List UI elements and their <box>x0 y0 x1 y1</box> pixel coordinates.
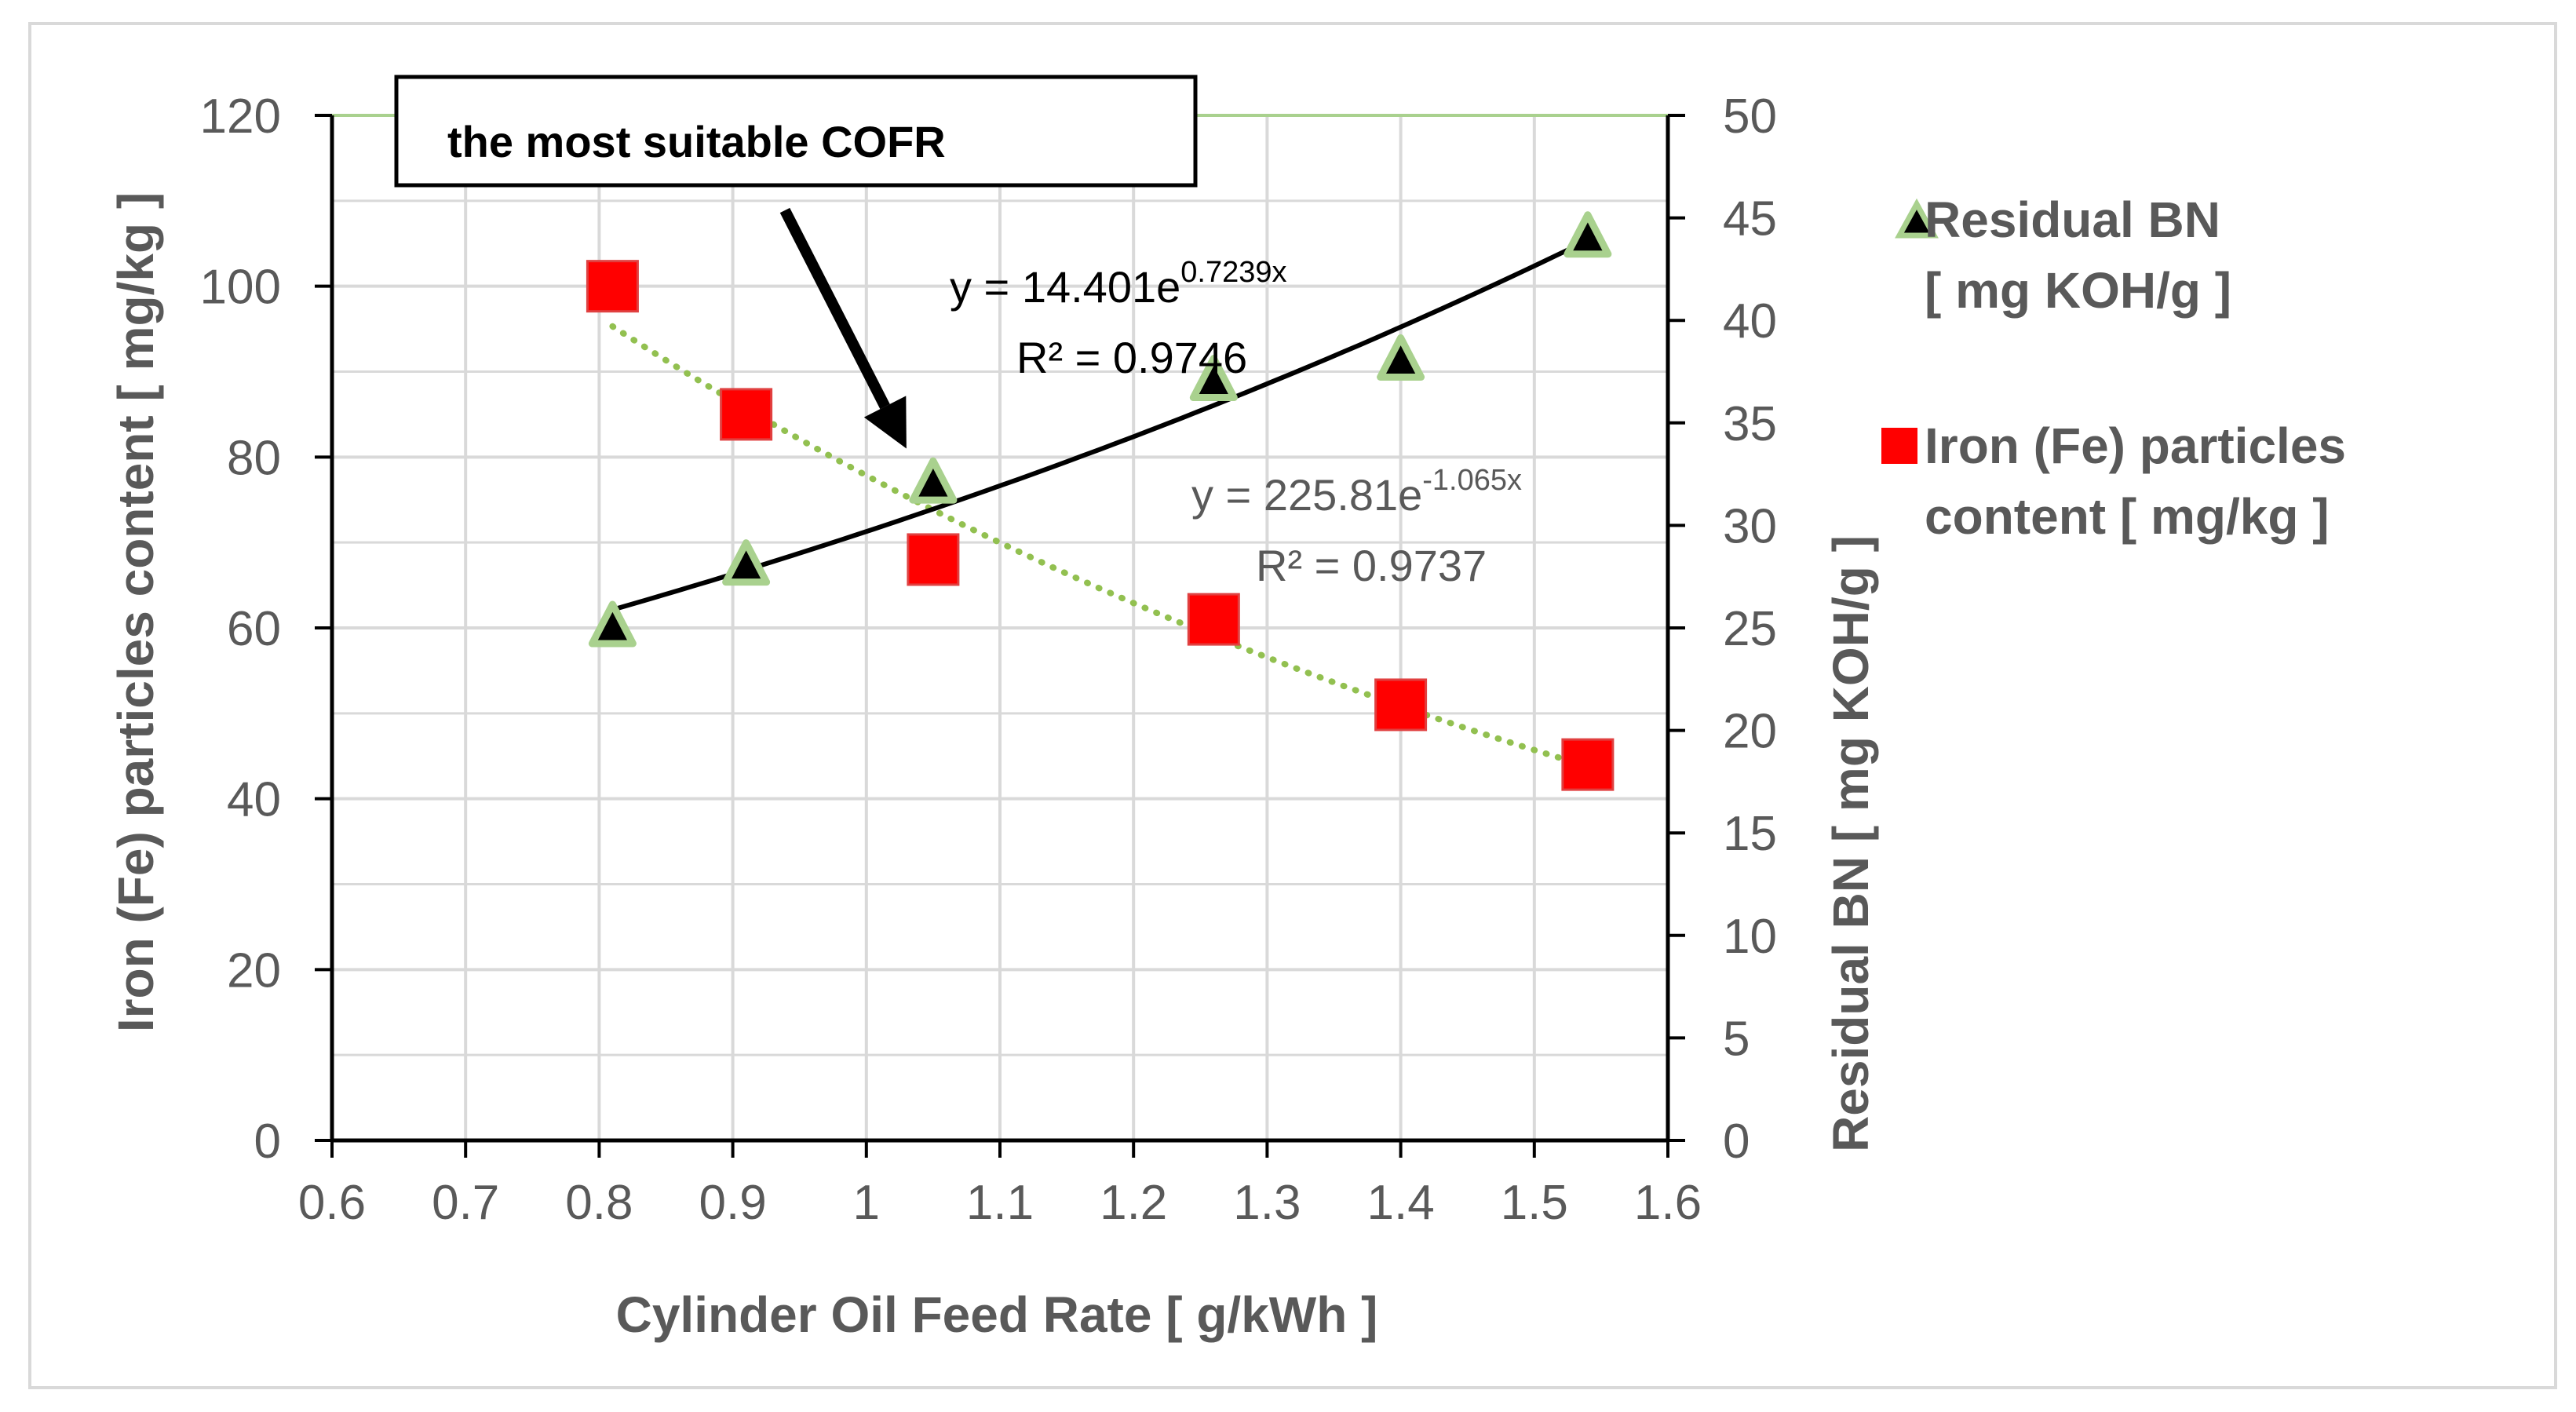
fe-trend-equation-exponent: -1.065x <box>1422 464 1522 497</box>
y-axis-left-title: Iron (Fe) particles content [ mg/kg ] <box>108 192 164 1032</box>
y-left-tick-label: 80 <box>227 431 281 485</box>
legend-fe-label-line1: Iron (Fe) particles <box>1925 418 2346 474</box>
legend-bn-label-line2: [ mg KOH/g ] <box>1925 262 2231 319</box>
y-left-tick-label: 40 <box>227 773 281 827</box>
legend-bn-marker-icon <box>1895 198 1939 239</box>
y-right-tick-label: 50 <box>1723 89 1777 144</box>
y-right-tick-label: 40 <box>1723 294 1777 348</box>
x-tick-label: 1.1 <box>966 1176 1034 1230</box>
fe-marker <box>907 533 960 586</box>
bn-marker <box>1563 211 1612 258</box>
fe-marker <box>1561 738 1615 791</box>
bn-trend-equation: y = 14.401e0.7239x <box>950 256 1286 312</box>
bn-trend-equation-exponent: 0.7239x <box>1180 256 1286 289</box>
x-tick-label: 1.3 <box>1233 1176 1301 1230</box>
x-axis-title: Cylinder Oil Feed Rate [ g/kWh ] <box>616 1286 1378 1343</box>
legend: Residual BN [ mg KOH/g ] Iron (Fe) parti… <box>1881 192 2346 545</box>
x-tick-label: 1.4 <box>1366 1176 1434 1230</box>
data-markers <box>586 211 1615 791</box>
fe-trend-equation: y = 225.81e-1.065x <box>1191 464 1522 520</box>
bn-trend-r2: R² = 0.9746 <box>1016 333 1247 382</box>
fe-marker <box>720 388 773 441</box>
x-tick-label: 0.6 <box>298 1176 366 1230</box>
y-left-tick-label: 100 <box>200 261 281 315</box>
annotation-arrow-head <box>863 396 907 449</box>
y-left-tick-label: 60 <box>227 602 281 656</box>
bn-marker <box>588 600 637 648</box>
chart-frame <box>28 22 2557 1389</box>
fe-marker <box>1187 593 1240 646</box>
y-right-tick-label: 5 <box>1723 1012 1750 1066</box>
x-tick-label: 1.6 <box>1634 1176 1702 1230</box>
axes: 0.6 0.7 0.8 0.9 1 1.1 1.2 1.3 1.4 1.5 1.6 0 20 40 60 80… <box>200 89 1777 1230</box>
annotation-box <box>394 75 1198 188</box>
y-right-tick-label: 20 <box>1723 705 1777 759</box>
y-right-tick-label: 30 <box>1723 499 1777 553</box>
x-tick-label: 0.7 <box>432 1176 499 1230</box>
x-tick-label: 1 <box>853 1176 880 1230</box>
y-right-tick-label: 0 <box>1723 1115 1750 1169</box>
x-tick-label: 1.2 <box>1100 1176 1167 1230</box>
y-right-tick-label: 10 <box>1723 910 1777 964</box>
legend-bn-label-line1: Residual BN <box>1925 192 2220 248</box>
fe-trend-r2: R² = 0.9737 <box>1256 541 1487 590</box>
bn-trend-equation-base: y = 14.401e <box>950 262 1180 312</box>
y-left-tick-label: 120 <box>200 89 281 144</box>
y-right-tick-label: 25 <box>1723 602 1777 656</box>
annotation-callout: the most suitable COFR <box>394 75 1198 449</box>
legend-fe-label-line2: content [ mg/kg ] <box>1925 488 2330 545</box>
legend-fe-marker-icon <box>1881 428 1917 464</box>
legend-item-fe: Iron (Fe) particles content [ mg/kg ] <box>1881 418 2346 545</box>
fe-marker <box>1374 678 1428 732</box>
x-tick-label: 0.8 <box>565 1176 633 1230</box>
bn-trendline <box>611 238 1589 612</box>
fe-trend-equation-base: y = 225.81e <box>1191 470 1422 520</box>
y-right-tick-label: 15 <box>1723 807 1777 861</box>
y-left-tick-label: 0 <box>254 1115 281 1169</box>
legend-item-bn: Residual BN [ mg KOH/g ] <box>1895 192 2231 319</box>
x-tick-label: 1.5 <box>1501 1176 1568 1230</box>
y-right-tick-label: 35 <box>1723 397 1777 451</box>
annotation-arrow <box>779 207 907 449</box>
y-left-tick-label: 20 <box>227 943 281 998</box>
y-right-tick-label: 45 <box>1723 192 1777 246</box>
fe-marker <box>586 260 639 313</box>
bn-marker <box>909 457 958 504</box>
bn-marker <box>1377 334 1425 381</box>
annotation-arrow-shaft <box>779 207 890 410</box>
bn-marker <box>722 539 771 586</box>
x-tick-label: 0.9 <box>699 1176 766 1230</box>
bn-marker <box>1189 355 1238 402</box>
y-axis-right-title: Residual BN [ mg KOH/g ] <box>1823 535 1879 1152</box>
annotation-text: the most suitable COFR <box>447 117 946 166</box>
